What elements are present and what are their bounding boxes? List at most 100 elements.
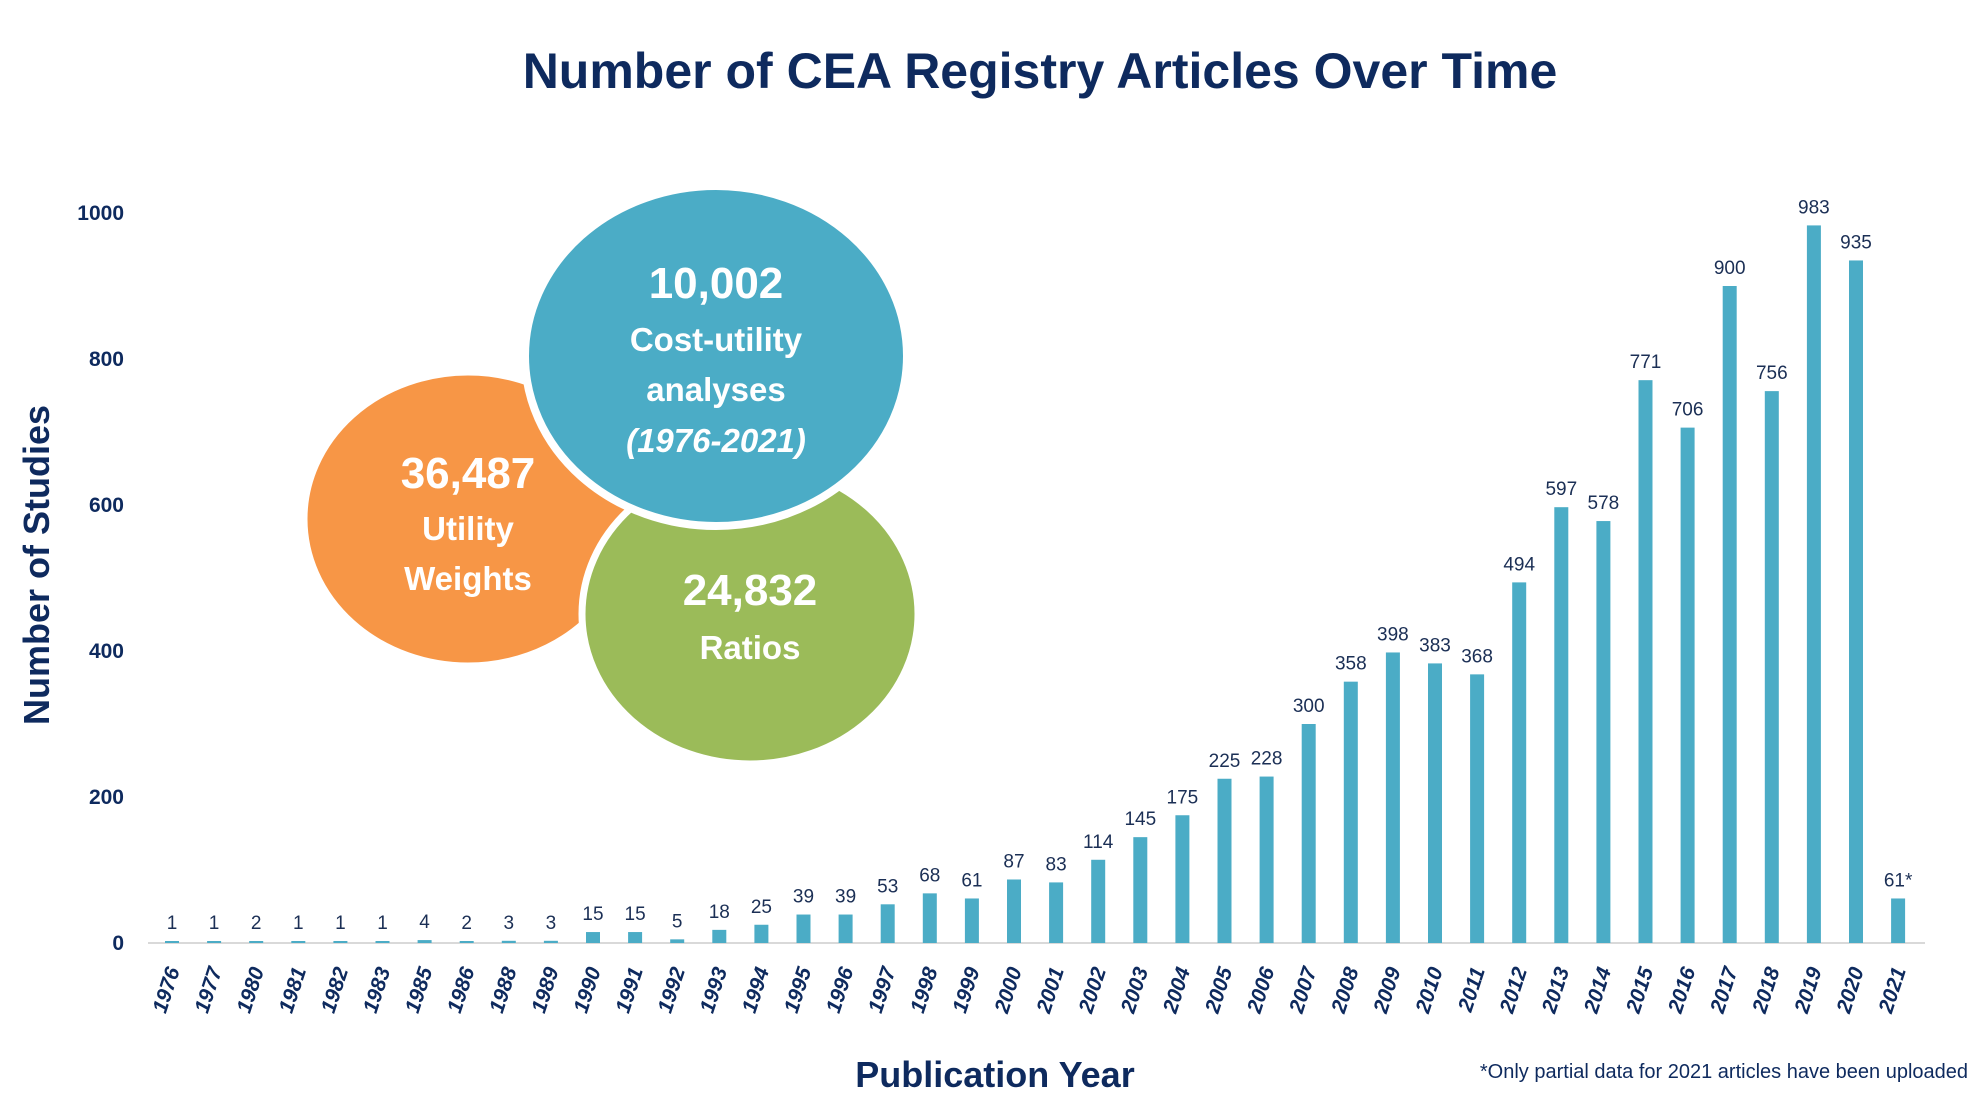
bar-1995	[796, 914, 811, 943]
data-label-2008: 358	[1335, 654, 1367, 675]
data-label-2011: 368	[1461, 646, 1493, 667]
x-tick-label-1981: 1981	[275, 964, 311, 1016]
data-label-1988: 3	[504, 913, 515, 934]
x-tick-label-1982: 1982	[317, 964, 353, 1016]
x-tick-label-1997: 1997	[864, 963, 901, 1016]
data-label-1976: 1	[167, 913, 178, 934]
x-tick-label-2016: 2016	[1664, 964, 1701, 1017]
x-tick-label-1977: 1977	[191, 963, 228, 1016]
x-tick-label-2012: 2012	[1495, 964, 1532, 1017]
bar-1982	[333, 941, 348, 943]
bar-1994	[754, 924, 769, 943]
data-label-2009: 398	[1377, 624, 1409, 645]
bar-1985	[417, 940, 432, 943]
y-tick-label: 400	[89, 640, 124, 663]
bar-2018	[1764, 391, 1779, 943]
bar-1997	[880, 904, 895, 943]
bar-1990	[586, 932, 600, 943]
x-tick-label-2006: 2006	[1243, 964, 1280, 1017]
x-tick-label-2002: 2002	[1074, 964, 1111, 1017]
bar-2007	[1301, 724, 1316, 943]
data-label-1986: 2	[461, 913, 472, 934]
x-tick-label-1980: 1980	[233, 964, 269, 1016]
data-label-1995: 39	[793, 887, 814, 908]
data-label-2006: 228	[1251, 749, 1283, 770]
x-tick-label-2007: 2007	[1285, 963, 1322, 1017]
bar-2017	[1722, 286, 1737, 943]
bar-2005	[1217, 778, 1232, 943]
y-tick-label: 200	[89, 786, 124, 809]
bar-2001	[1049, 882, 1064, 943]
x-tick-label-2003: 2003	[1116, 964, 1153, 1017]
data-label-2001: 83	[1046, 854, 1067, 875]
bar-1977	[207, 941, 222, 943]
x-tick-label-2020: 2020	[1832, 964, 1869, 1017]
x-tick-label-2013: 2013	[1537, 964, 1574, 1017]
y-tick-label: 600	[89, 494, 124, 517]
data-label-2005: 225	[1209, 751, 1241, 772]
data-label-2018: 756	[1756, 363, 1788, 384]
cua-count: 10,002	[649, 259, 784, 308]
data-label-1985: 4	[419, 912, 430, 933]
bar-1992	[670, 939, 685, 943]
x-tick-label-1988: 1988	[485, 964, 521, 1016]
footnote: *Only partial data for 2021 articles hav…	[1480, 1061, 1968, 1083]
x-tick-label-2011: 2011	[1454, 964, 1490, 1015]
bar-2004	[1175, 815, 1190, 943]
y-tick-label: 800	[89, 348, 124, 371]
bar-2019	[1806, 225, 1821, 943]
bar-1988	[501, 940, 516, 943]
data-label-2020: 935	[1840, 232, 1872, 253]
bars	[165, 225, 1906, 943]
x-tick-label-1998: 1998	[906, 964, 942, 1016]
data-label-2017: 900	[1714, 258, 1746, 279]
bar-2002	[1091, 859, 1106, 943]
data-label-2003: 145	[1124, 809, 1156, 830]
x-tick-label-1996: 1996	[822, 964, 858, 1016]
cua-label-2: analyses	[646, 371, 785, 408]
bar-2015	[1638, 380, 1653, 943]
x-axis-title: Publication Year	[855, 1054, 1134, 1095]
data-label-1982: 1	[335, 913, 346, 934]
bar-2012	[1512, 582, 1527, 943]
ratios-label: Ratios	[700, 629, 801, 666]
chart-title: Number of CEA Registry Articles Over Tim…	[523, 43, 1558, 99]
data-label-1981: 1	[293, 913, 304, 934]
data-label-2004: 175	[1167, 787, 1199, 808]
bar-2003	[1133, 837, 1148, 943]
x-tick-label-1990: 1990	[569, 964, 605, 1016]
x-tick-label-2017: 2017	[1706, 963, 1743, 1017]
x-tick-label-1991: 1991	[612, 964, 648, 1016]
data-label-1998: 68	[919, 865, 940, 886]
bar-2016	[1680, 427, 1695, 943]
bar-2000	[1007, 879, 1021, 943]
bar-1986	[459, 941, 474, 943]
data-label-1989: 3	[546, 913, 557, 934]
y-tick-label: 0	[112, 932, 124, 955]
x-tick-label-1993: 1993	[696, 964, 732, 1016]
x-axis: 1976 1977 1980 1981 1982 1983 1985 1986 1988 1989…	[148, 963, 1910, 1017]
data-label-1992: 5	[672, 911, 683, 932]
data-label-2021: 61*	[1884, 870, 1913, 891]
x-tick-label-2018: 2018	[1748, 964, 1785, 1017]
data-label-1997: 53	[877, 876, 898, 897]
data-label-1994: 25	[751, 897, 772, 918]
data-label-1983: 1	[377, 913, 388, 934]
x-tick-label-2010: 2010	[1411, 964, 1448, 1017]
cua-label-3: (1976-2021)	[626, 422, 806, 459]
x-tick-label-2005: 2005	[1201, 964, 1238, 1017]
data-label-2010: 383	[1419, 635, 1451, 656]
data-label-2016: 706	[1672, 400, 1704, 421]
x-tick-label-2019: 2019	[1790, 964, 1827, 1017]
data-label-1999: 61	[961, 870, 982, 891]
bar-2008	[1343, 681, 1358, 943]
bar-1996	[838, 914, 853, 943]
bubble-cost-utility-analyses: 10,002 Cost-utility analyses (1976-2021)	[521, 182, 911, 530]
data-label-1996: 39	[835, 887, 856, 908]
bar-2014	[1596, 521, 1611, 943]
bar-1991	[628, 932, 643, 943]
data-label-1993: 18	[709, 902, 730, 923]
utility-weights-label-1: Utility	[422, 510, 514, 547]
ratios-count: 24,832	[683, 566, 818, 615]
